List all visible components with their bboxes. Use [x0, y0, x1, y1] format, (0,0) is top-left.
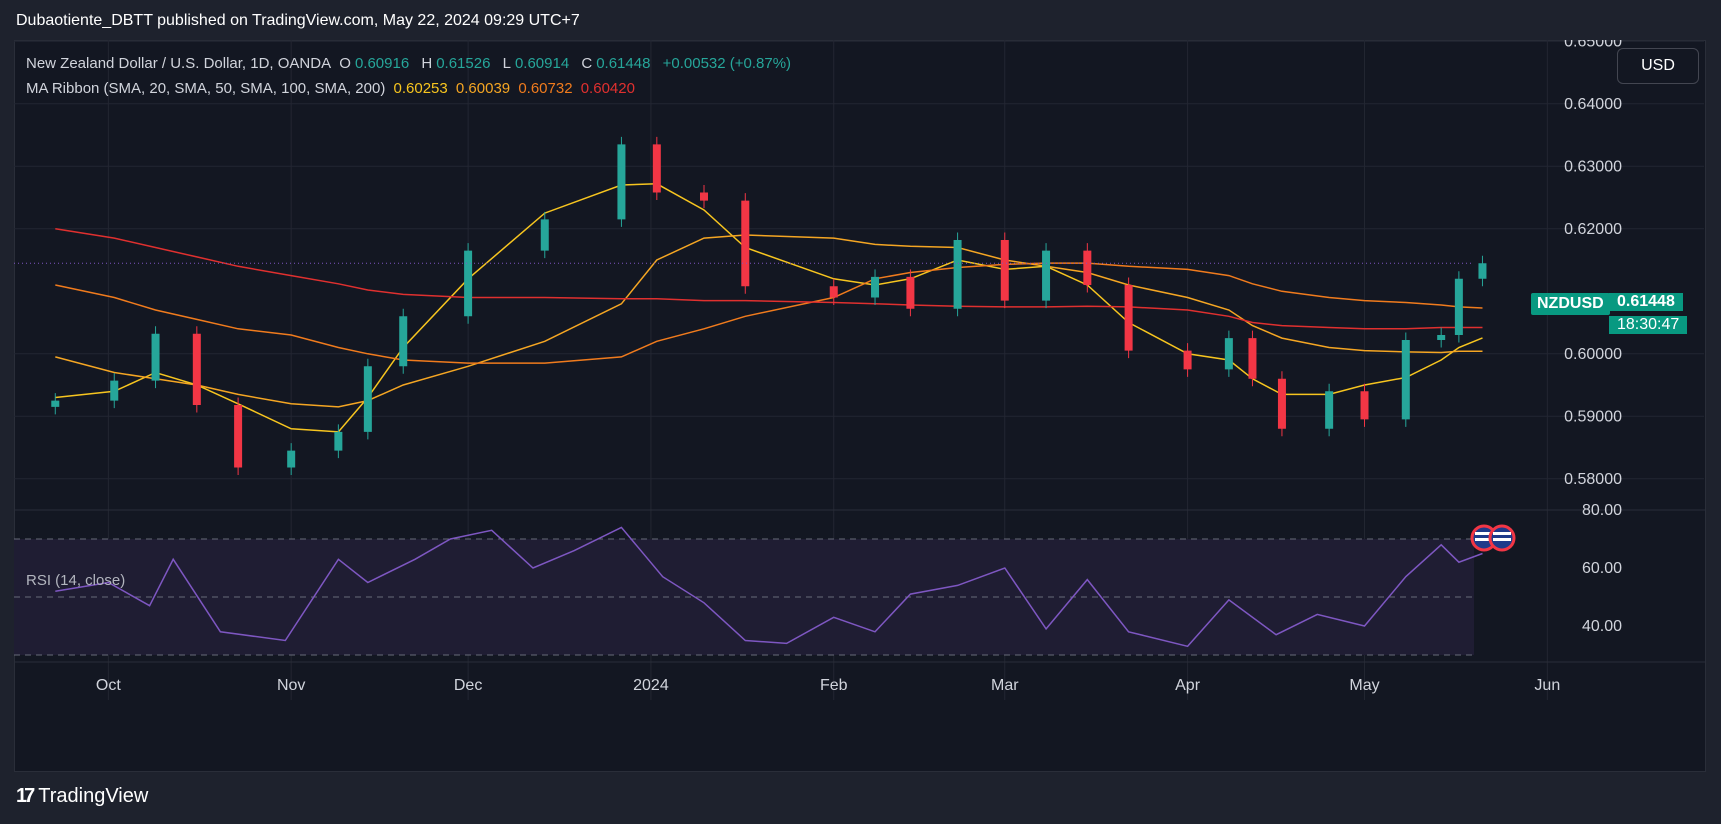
ma200-value: 0.60420: [580, 80, 635, 97]
price-tick-label: 0.62000: [1564, 221, 1622, 238]
candle-body: [151, 333, 160, 381]
change-value: +0.00532 (+0.87%): [662, 55, 792, 72]
tradingview-logo-icon: 17: [16, 785, 35, 807]
ma-ribbon-label: MA Ribbon (SMA, 20, SMA, 50, SMA, 100, S…: [26, 80, 386, 97]
price-tick-label: 0.58000: [1564, 471, 1622, 488]
candle-body: [51, 400, 60, 407]
candle-body: [1042, 250, 1051, 301]
time-tick-label: 2024: [633, 677, 669, 694]
time-tick-label: Feb: [820, 677, 848, 694]
candle-body: [700, 192, 708, 201]
ma-line: [55, 234, 1483, 408]
time-tick-label: Jun: [1534, 677, 1560, 694]
candle-body: [1360, 391, 1369, 420]
price-axis: 0.65000 0.64000 0.63000 0.62000 0.60000 0.590…: [1564, 40, 1622, 488]
ma-line: [55, 262, 1483, 364]
ohlc-h: H 0.61526: [421, 55, 491, 72]
candle-body: [1083, 250, 1092, 285]
chart-canvas[interactable]: 0.65000 0.64000 0.63000 0.62000 0.60000 0.590…: [14, 40, 1706, 772]
price-tick-label: 0.64000: [1564, 96, 1622, 113]
candle-body: [1478, 263, 1487, 279]
candle-body: [871, 276, 880, 298]
price-tick-label: 0.63000: [1564, 158, 1622, 175]
candle-body: [334, 431, 343, 451]
rsi-pane: [14, 526, 1483, 656]
ohlc-l: L 0.60914: [502, 55, 570, 72]
candle-body: [1325, 391, 1334, 429]
ma20-value: 0.60253: [393, 80, 448, 97]
candle-body: [363, 366, 372, 432]
candle-body: [741, 200, 750, 287]
ohlc-o: O 0.60916: [339, 55, 410, 72]
ohlc-c: C 0.61448: [581, 55, 651, 72]
ma-line: [55, 183, 1483, 433]
candle-body: [399, 316, 408, 367]
currency-button[interactable]: USD: [1617, 48, 1699, 84]
rsi-axis: 80.00 60.00 40.00: [1582, 502, 1622, 635]
rsi-tick-label: 60.00: [1582, 560, 1622, 577]
candle-body: [1248, 338, 1257, 379]
ma100-value: 0.60732: [518, 80, 573, 97]
candle-body: [652, 144, 661, 193]
symbol-price-tag: NZDUSD: [1531, 293, 1610, 315]
time-tick-label: Oct: [96, 677, 121, 694]
candle-body: [110, 380, 119, 401]
symbol-legend: New Zealand Dollar / U.S. Dollar, 1D, OA…: [26, 55, 795, 72]
rsi-legend: RSI (14, close): [26, 572, 126, 589]
candle-body: [1401, 340, 1410, 420]
candle-body: [617, 144, 626, 220]
time-tick-label: May: [1349, 677, 1379, 694]
time-axis: Oct Nov Dec 2024 Feb Mar Apr May Jun: [14, 661, 1706, 694]
publish-line: Dubaotiente_DBTT published on TradingVie…: [16, 12, 580, 29]
brand-name: TradingView: [38, 785, 149, 807]
symbol-title: New Zealand Dollar / U.S. Dollar, 1D, OA…: [26, 55, 332, 72]
candle-body: [1437, 335, 1446, 340]
price-tick-label: 0.60000: [1564, 346, 1622, 363]
time-tick-label: Mar: [991, 677, 1019, 694]
candle-body: [906, 276, 915, 309]
candle-body: [464, 250, 473, 317]
candle-body: [1454, 278, 1463, 335]
candle-body: [953, 240, 962, 309]
candle-body: [192, 333, 201, 405]
ma50-value: 0.60039: [455, 80, 511, 97]
candle-body: [287, 450, 296, 468]
candle-body: [540, 219, 549, 251]
countdown-tag: 18:30:47: [1609, 316, 1688, 334]
ma-ribbon-legend: MA Ribbon (SMA, 20, SMA, 50, SMA, 100, S…: [26, 80, 639, 97]
candle-body: [234, 405, 243, 468]
time-tick-label: Nov: [277, 677, 305, 694]
us-flag-icon[interactable]: [1470, 524, 1516, 552]
ma-line: [55, 228, 1483, 330]
candle-body: [1277, 378, 1286, 429]
rsi-tick-label: 40.00: [1582, 618, 1622, 635]
price-tick-label: 0.65000: [1564, 40, 1622, 50]
candles: [14, 136, 1487, 475]
candle-body: [1183, 350, 1192, 370]
tradingview-footer[interactable]: 17 TradingView: [16, 785, 148, 808]
price-tick-label: 0.59000: [1564, 408, 1622, 425]
time-tick-label: Apr: [1175, 677, 1201, 694]
time-tick-label: Dec: [454, 677, 482, 694]
last-price-tag: 0.61448: [1609, 293, 1683, 311]
candle-body: [1224, 338, 1233, 370]
ma-ribbon: [55, 183, 1483, 433]
candle-body: [1000, 240, 1009, 301]
candle-body: [829, 286, 838, 298]
rsi-line: [55, 526, 1483, 648]
rsi-tick-label: 80.00: [1582, 502, 1622, 519]
candle-body: [1124, 285, 1133, 351]
